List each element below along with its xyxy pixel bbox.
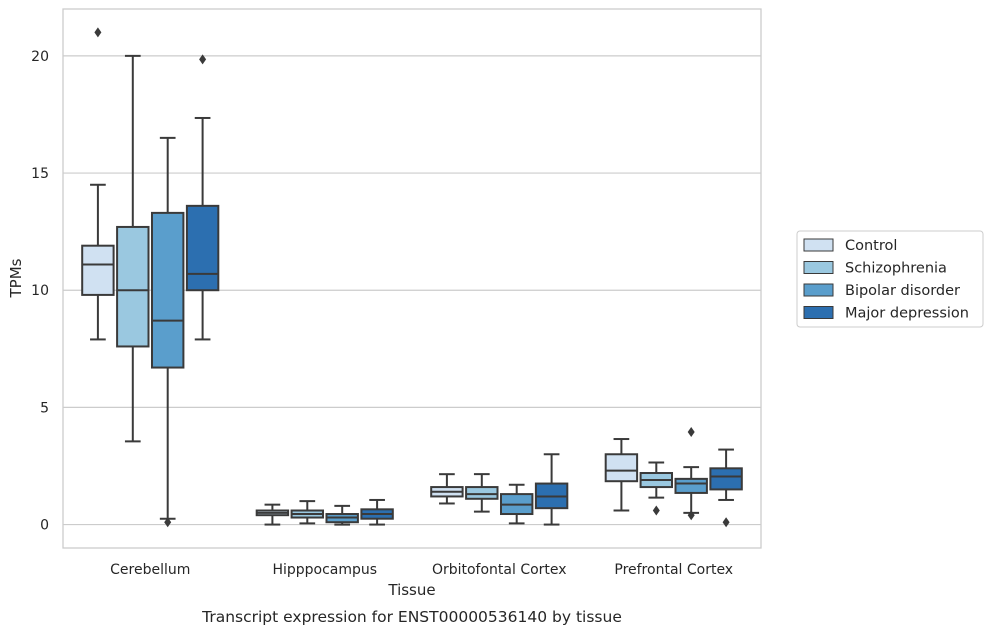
legend: Control Schizophrenia Bipolar disorder Majo…	[796, 230, 984, 328]
box-bipolar-disorder-hipppocampus	[325, 504, 359, 526]
outlier-point	[652, 505, 660, 516]
outlier-point	[722, 517, 730, 528]
x-tick-label-hipppocampus: Hipppocampus	[272, 562, 377, 578]
legend-frame	[796, 230, 984, 328]
box-control-orbitofontal-cortex	[430, 473, 464, 505]
box-bipolar-disorder-orbitofontal-cortex	[499, 483, 534, 525]
x-axis-title: Tissue	[387, 581, 435, 599]
boxplots	[81, 27, 743, 528]
box-schizophrenia-orbitofontal-cortex	[465, 473, 499, 513]
box-body	[150, 211, 185, 369]
legend-swatch	[803, 261, 834, 274]
plot-frame	[62, 8, 762, 549]
box-body	[709, 467, 743, 491]
box-schizophrenia-hipppocampus	[290, 500, 325, 525]
y-tick-label: 5	[40, 400, 49, 416]
y-tick-label: 10	[31, 283, 49, 299]
box-major-depression-cerebellum	[185, 54, 220, 341]
box-control-prefrontal-cortex	[604, 438, 639, 512]
box-schizophrenia-cerebellum	[116, 54, 150, 443]
box-body	[674, 477, 708, 494]
box-major-depression-orbitofontal-cortex	[534, 453, 569, 526]
y-tick-label: 15	[31, 166, 49, 182]
y-tick-label: 0	[40, 518, 49, 534]
box-body	[604, 453, 639, 483]
box-control-cerebellum	[81, 27, 115, 341]
legend-label: Schizophrenia	[845, 261, 947, 277]
figure-caption: Transcript expression for ENST0000053614…	[201, 608, 622, 626]
x-axis: Cerebellum Hipppocampus Orbitofontal Corte…	[110, 562, 733, 578]
legend-swatch	[803, 238, 834, 252]
box-control-hipppocampus	[255, 503, 290, 526]
box-body	[465, 486, 499, 500]
legend-label: Bipolar disorder	[845, 283, 960, 299]
legend-label: Control	[845, 238, 897, 254]
legend-item-major-depression: Major depression	[803, 306, 969, 322]
box-bipolar-disorder-cerebellum	[150, 136, 185, 528]
y-axis-title: TPMs	[7, 258, 25, 298]
y-tick-label: 20	[31, 49, 49, 65]
legend-item-schizophrenia: Schizophrenia	[803, 261, 947, 277]
box-body	[185, 204, 220, 292]
outlier-point	[164, 517, 172, 528]
box-body	[81, 244, 115, 296]
outlier-point	[687, 510, 695, 521]
x-tick-label-cerebellum: Cerebellum	[110, 562, 190, 578]
legend-label: Major depression	[845, 306, 969, 322]
box-major-depression-hipppocampus	[360, 498, 394, 526]
y-axis: 0 5 10 15 20	[31, 49, 49, 534]
box-bipolar-disorder-prefrontal-cortex	[674, 426, 708, 521]
outlier-point	[199, 54, 207, 65]
box-body	[116, 225, 150, 348]
legend-item-bipolar-disorder: Bipolar disorder	[803, 283, 960, 299]
legend-item-control: Control	[803, 238, 897, 254]
outlier-point	[687, 426, 695, 437]
x-tick-label-orbitofontal-cortex: Orbitofontal Cortex	[432, 562, 567, 578]
box-schizophrenia-prefrontal-cortex	[639, 461, 674, 516]
outlier-point	[94, 27, 102, 38]
legend-swatch	[803, 306, 834, 319]
x-tick-label-prefrontal-cortex: Prefrontal Cortex	[614, 562, 733, 578]
legend-swatch	[803, 283, 834, 297]
box-major-depression-prefrontal-cortex	[709, 448, 743, 528]
